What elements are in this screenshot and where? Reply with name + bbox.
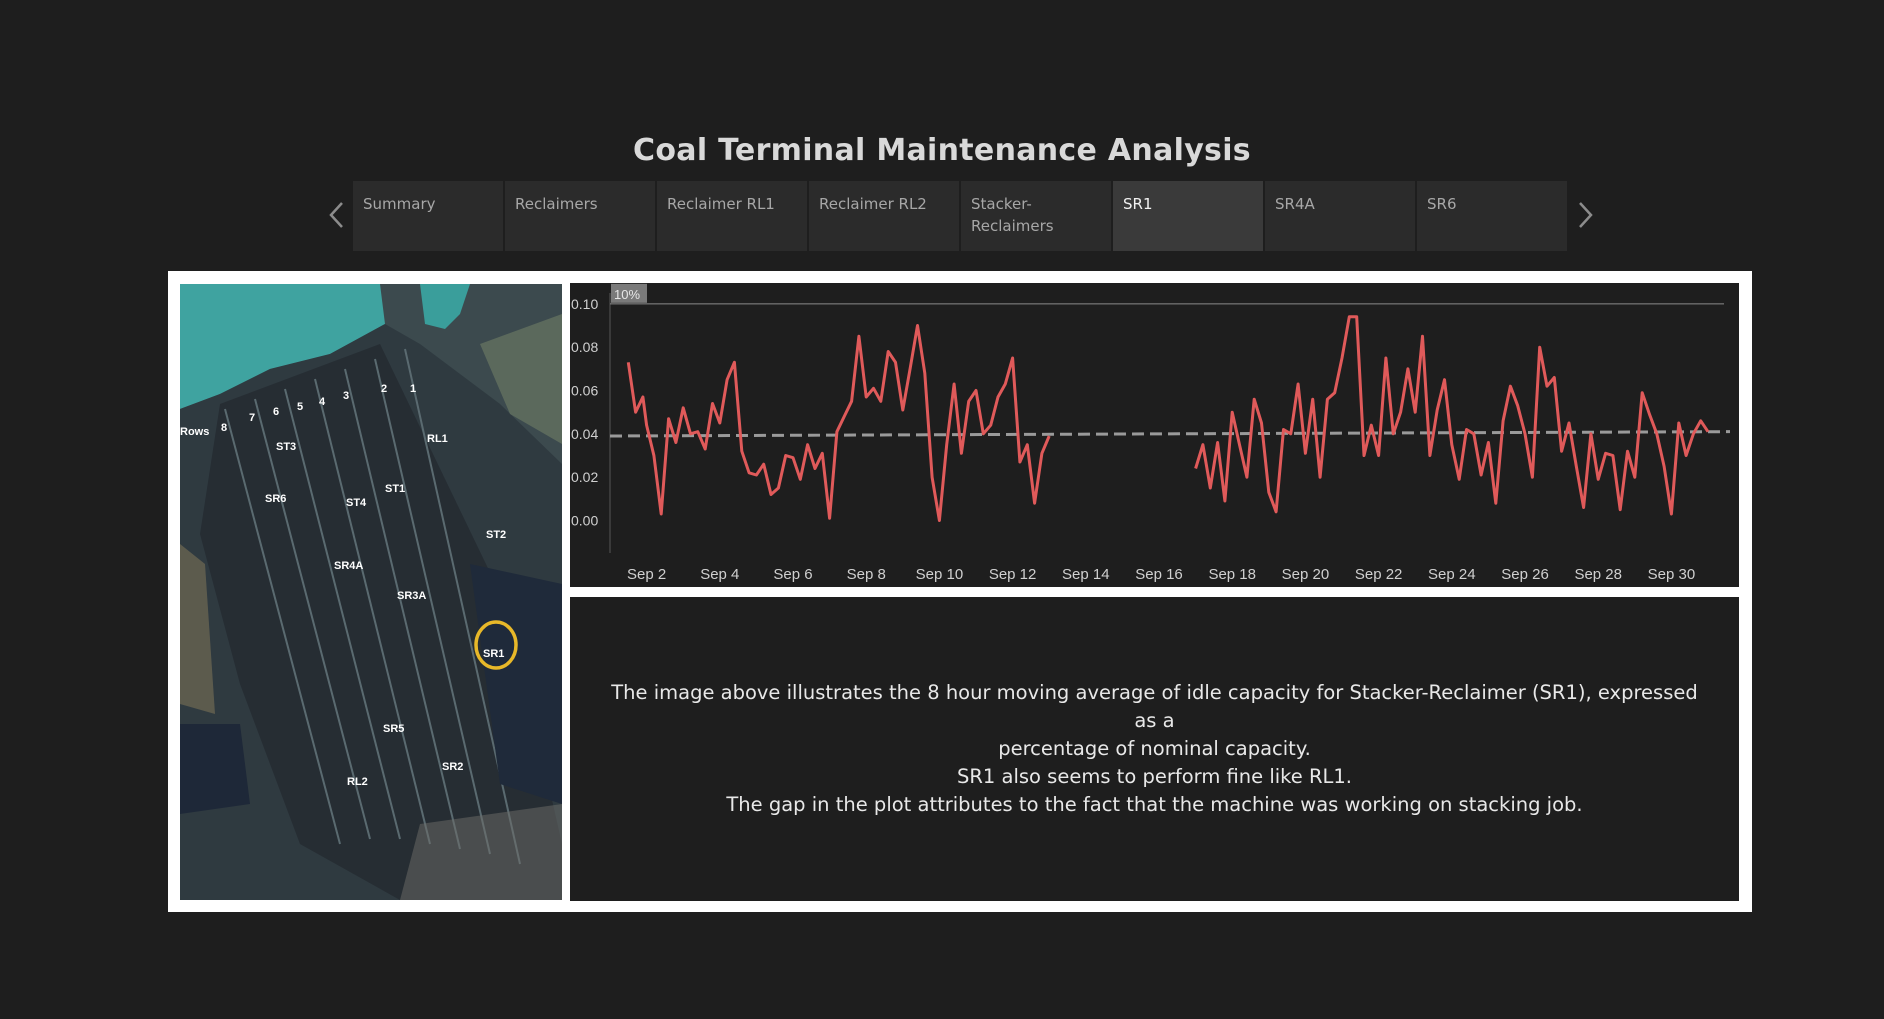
map-label-rows: Rows [180, 426, 209, 438]
map-label-row-2: 2 [381, 383, 387, 395]
x-tick-label: Sep 28 [1574, 566, 1622, 583]
x-tick-label: Sep 24 [1428, 566, 1476, 583]
map-label-row-5: 5 [297, 401, 303, 413]
tab-sr1[interactable]: SR1 [1113, 181, 1263, 251]
y-tick-label: 0.06 [571, 383, 598, 399]
sr1-highlight-circle [474, 620, 518, 670]
reference-label-box [611, 283, 647, 303]
x-tick-label: Sep 26 [1501, 566, 1549, 583]
series-line-1 [626, 324, 1051, 522]
x-tick-label: Sep 20 [1282, 566, 1330, 583]
map-label-st3: ST3 [276, 441, 296, 453]
description-text: The image above illustrates the 8 hour m… [605, 679, 1705, 819]
map-label-row-3: 3 [343, 390, 349, 402]
map-label-row-7: 7 [249, 412, 255, 424]
page-title: Coal Terminal Maintenance Analysis [633, 133, 1251, 168]
description-line-3: SR1 also seems to perform fine like RL1. [956, 765, 1352, 788]
terminal-aerial-map: 1 2 3 4 5 6 7 8 Rows ST3 RL1 SR6 ST4 ST1… [180, 284, 562, 900]
x-tick-label: Sep 18 [1208, 566, 1256, 583]
x-tick-label: Sep 8 [847, 566, 886, 583]
x-tick-label: Sep 14 [1062, 566, 1110, 583]
description-line-4: The gap in the plot attributes to the fa… [726, 793, 1583, 816]
line-chart-svg: 10% 0.10 0.08 0.06 0.04 0.02 0.00 Sep 2 Sep 4 Sep… [571, 283, 1731, 583]
series-line-2 [1194, 315, 1710, 516]
map-label-sr5: SR5 [383, 723, 404, 735]
map-label-row-1: 1 [410, 383, 416, 395]
x-tick-label: Sep 2 [627, 566, 666, 583]
trend-line [609, 430, 1731, 438]
tab-sr4a[interactable]: SR4A [1265, 181, 1415, 251]
map-label-sr6: SR6 [265, 493, 286, 505]
map-label-row-6: 6 [273, 406, 279, 418]
tab-reclaimer-rl1[interactable]: Reclaimer RL1 [657, 181, 807, 251]
x-tick-label: Sep 6 [773, 566, 812, 583]
chevron-left-icon[interactable] [322, 195, 352, 235]
map-label-sr3a: SR3A [397, 590, 426, 602]
x-tick-label: Sep 22 [1355, 566, 1403, 583]
chevron-right-icon[interactable] [1570, 195, 1600, 235]
x-tick-label: Sep 4 [700, 566, 739, 583]
reference-label: 10% [614, 287, 640, 302]
tab-summary[interactable]: Summary [353, 181, 503, 251]
map-label-st1: ST1 [385, 483, 405, 495]
tab-reclaimers[interactable]: Reclaimers [505, 181, 655, 251]
x-tick-label: Sep 12 [989, 566, 1037, 583]
y-tick-label: 0.10 [571, 296, 598, 312]
tab-stacker-reclaimers[interactable]: Stacker-Reclaimers [961, 181, 1111, 251]
description-line-1: The image above illustrates the 8 hour m… [611, 681, 1698, 732]
map-label-st2: ST2 [486, 529, 506, 541]
y-tick-label: 0.00 [571, 513, 598, 529]
y-tick-label: 0.04 [571, 426, 598, 442]
idle-capacity-chart: 10% 0.10 0.08 0.06 0.04 0.02 0.00 Sep 2 Sep 4 Sep… [570, 283, 1739, 587]
map-label-row-4: 4 [319, 396, 326, 408]
map-label-row-8: 8 [221, 422, 227, 434]
x-tick-label: Sep 30 [1648, 566, 1696, 583]
map-label-st4: ST4 [346, 497, 367, 509]
map-label-sr1: SR1 [483, 648, 504, 660]
map-label-sr2: SR2 [442, 761, 463, 773]
map-label-rl2: RL2 [347, 776, 368, 788]
x-tick-label: Sep 10 [916, 566, 964, 583]
description-panel: The image above illustrates the 8 hour m… [570, 597, 1739, 901]
x-tick-label: Sep 16 [1135, 566, 1183, 583]
tab-reclaimer-rl2[interactable]: Reclaimer RL2 [809, 181, 959, 251]
tab-sr6[interactable]: SR6 [1417, 181, 1567, 251]
tab-bar: Summary Reclaimers Reclaimer RL1 Reclaim… [353, 181, 1567, 251]
description-line-2: percentage of nominal capacity. [998, 737, 1311, 760]
y-tick-label: 0.02 [571, 469, 598, 485]
map-label-rl1: RL1 [427, 433, 448, 445]
map-label-sr4a: SR4A [334, 560, 363, 572]
y-tick-label: 0.08 [571, 339, 598, 355]
